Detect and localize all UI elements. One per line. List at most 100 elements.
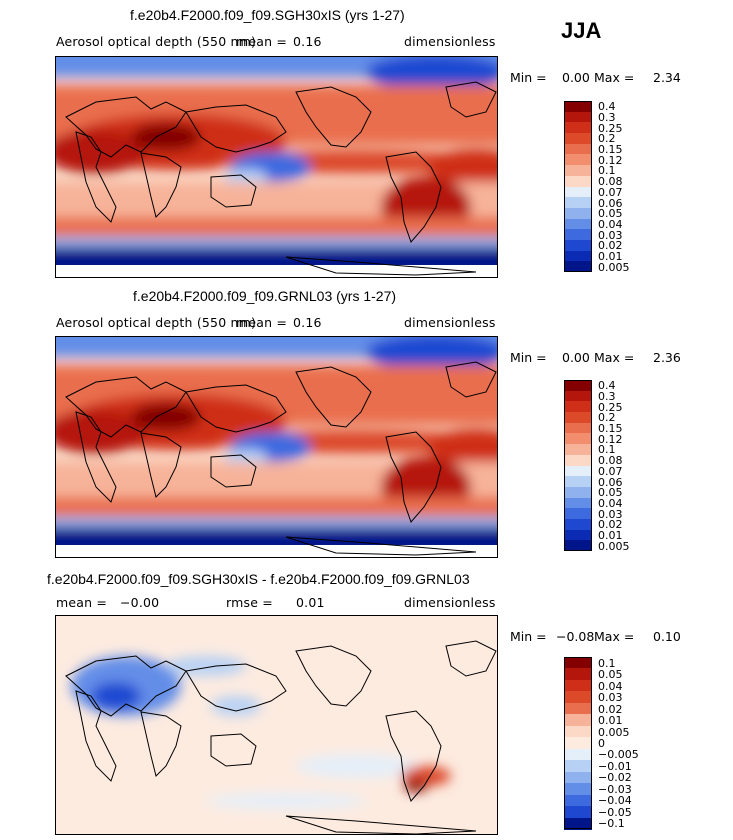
colorbar-swatch <box>564 714 592 727</box>
coastline <box>185 384 287 433</box>
field-sh-storm-band <box>56 497 497 517</box>
colorbar-tick-label: 0.04 <box>598 217 623 231</box>
colorbar-tick-label: 0.3 <box>598 390 616 404</box>
colorbar-frame <box>564 380 592 551</box>
colorbar-swatch <box>564 737 592 750</box>
field-diff-neg-light2 <box>211 696 261 716</box>
panel1-mean-value: 0.16 <box>293 34 322 49</box>
field-diff-sh <box>206 793 366 809</box>
panel3-min-value: −0.08 <box>556 629 595 644</box>
coastline <box>75 411 117 503</box>
colorbar-frame <box>564 101 592 272</box>
colorbar-swatch <box>564 197 592 209</box>
map-missing-strip <box>56 545 497 557</box>
colorbar-swatch <box>564 702 592 715</box>
panel2-min-value: 0.00 <box>562 350 590 365</box>
colorbar-swatch <box>564 154 592 166</box>
panel1-mean-label: mean = <box>236 34 288 49</box>
coastline <box>65 655 187 717</box>
field-arctic-low <box>366 337 497 370</box>
colorbar-tick-label: 0.2 <box>598 411 616 425</box>
colorbar-tick-label: 0.04 <box>598 679 623 693</box>
colorbar-swatch <box>564 239 592 251</box>
panel3-map-plot <box>56 616 497 834</box>
colorbar-tick-label: 0.01 <box>598 249 623 263</box>
colorbar-tick-label: −0.1 <box>598 817 625 831</box>
colorbar-tick-label: 0.02 <box>598 518 623 532</box>
coastlines <box>65 640 497 834</box>
panel3-units: dimensionless <box>404 595 496 610</box>
panel2-mean-value: 0.16 <box>293 315 322 330</box>
panel2-min-label: Min = <box>510 350 547 365</box>
coastline <box>65 376 187 438</box>
colorbar-swatch <box>564 771 592 784</box>
colorbar-tick-label: 0.08 <box>598 175 623 189</box>
colorbar-swatch <box>564 691 592 704</box>
panel3-max-value: 0.10 <box>653 629 681 644</box>
coastline <box>210 454 257 488</box>
panel1-units: dimensionless <box>404 34 496 49</box>
colorbar-swatch <box>564 444 592 456</box>
panel1-title: f.e20b4.F2000.f09_f09.SGH30xIS (yrs 1-27… <box>130 7 405 23</box>
coastline <box>445 361 497 398</box>
map-missing-strip <box>56 265 497 277</box>
coastlines <box>65 361 497 556</box>
panel3-colorbar: 0.1 0.05 0.04 0.03 0.02 0.01 0.005 0 −0.005 −0.01… <box>564 657 644 831</box>
field-diff-neutral <box>296 754 416 778</box>
coastline <box>75 131 117 223</box>
coastline <box>210 174 257 208</box>
colorbar-tick-label: −0.04 <box>598 794 632 808</box>
colorbar-tick-label: −0.01 <box>598 759 632 773</box>
panel1-min-value: 0.00 <box>562 70 590 85</box>
colorbar-swatch <box>564 218 592 230</box>
panel2-variable: Aerosol optical depth (550 nm) <box>56 315 257 330</box>
panel2-units: dimensionless <box>404 315 496 330</box>
colorbar-tick-label: −0.02 <box>598 771 632 785</box>
colorbar-swatch <box>564 476 592 488</box>
coastline <box>385 431 442 523</box>
colorbar-tick-label: 0.005 <box>598 260 630 274</box>
field-dust-core <box>131 403 201 431</box>
panel3-title: f.e20b4.F2000.f09_f09.SGH30xIS - f.e20b4… <box>47 571 470 587</box>
coastline <box>285 815 477 834</box>
colorbar-tick-label: 0.1 <box>598 164 616 178</box>
colorbar-swatch <box>564 486 592 498</box>
panel1-variable: Aerosol optical depth (550 nm) <box>56 34 257 49</box>
panel1-map-plot <box>56 57 497 277</box>
colorbar-swatch <box>564 465 592 477</box>
coastline <box>185 104 287 153</box>
panel2-max-value: 2.36 <box>653 350 681 365</box>
colorbar-swatch <box>564 390 592 402</box>
colorbar-swatch <box>564 401 592 413</box>
panel2-map-plot <box>56 337 497 557</box>
field-atlantic-high <box>426 429 497 465</box>
panel1-max-label: Max = <box>594 70 635 85</box>
colorbar-tick-label: 0.03 <box>598 691 623 705</box>
colorbar-tick-label: 0.25 <box>598 121 623 135</box>
colorbar-swatch <box>564 433 592 445</box>
coastlines <box>65 81 497 276</box>
panel1-max-value: 2.34 <box>653 70 681 85</box>
colorbar-swatch <box>564 380 592 391</box>
colorbar-tick-label: 0.05 <box>598 207 623 221</box>
panel2-max-label: Max = <box>594 350 635 365</box>
colorbar-swatch <box>564 679 592 692</box>
colorbar-tick-label: −0.005 <box>598 748 639 762</box>
field-sh-storm-band <box>56 217 497 237</box>
colorbar-tick-label: 0.07 <box>598 185 623 199</box>
colorbar-swatch <box>564 101 592 112</box>
field-diff-neg-core <box>91 682 141 710</box>
panel2-colorbar: 0.4 0.3 0.25 0.2 0.15 0.12 0.1 0.08 0.07 0.06 0.05… <box>564 379 644 553</box>
colorbar-swatch <box>564 725 592 738</box>
colorbar-swatch <box>564 122 592 134</box>
panel1-map <box>55 56 498 278</box>
colorbar-swatch <box>564 540 592 552</box>
colorbar-swatch <box>564 817 592 830</box>
coastline <box>445 640 497 677</box>
colorbar-swatch <box>564 261 592 273</box>
field-sh-blue1 <box>56 237 497 249</box>
panel3-min-label: Min = <box>510 629 547 644</box>
field-atlantic-high <box>426 149 497 185</box>
field-sh-blue1 <box>56 517 497 529</box>
colorbar-swatch <box>564 794 592 807</box>
